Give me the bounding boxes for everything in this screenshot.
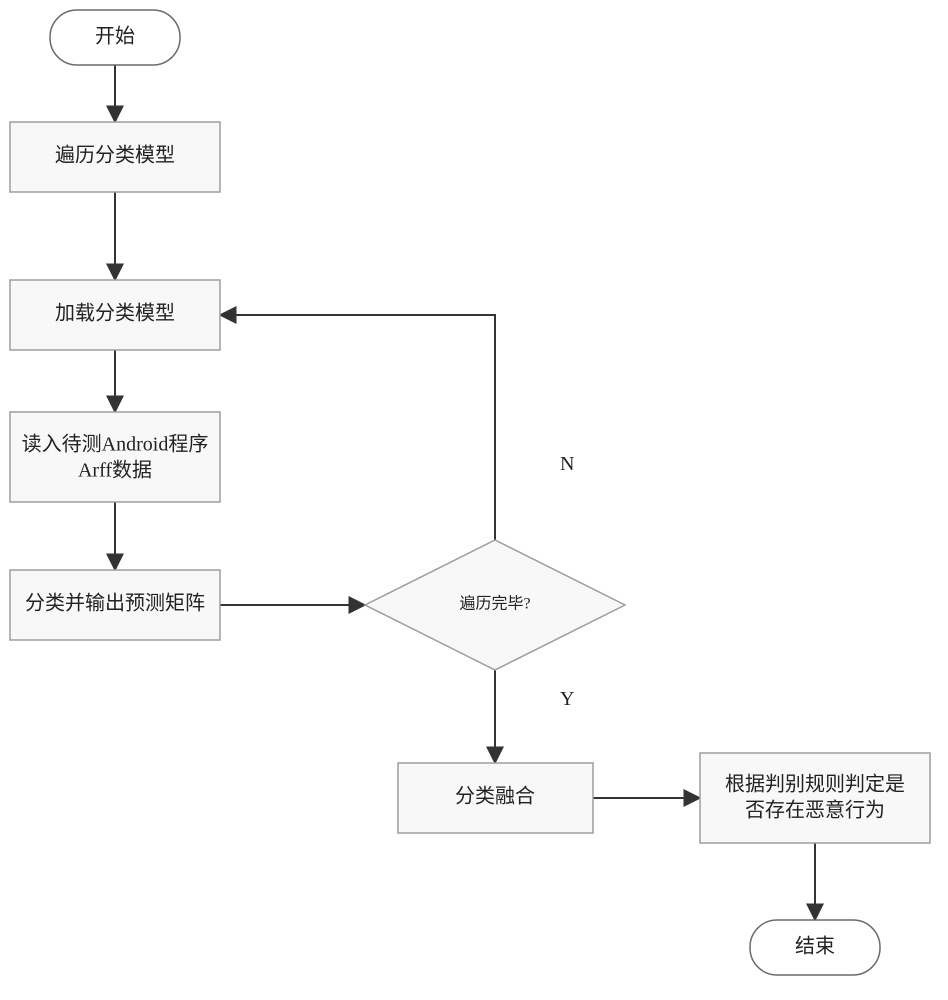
- end-label: 结束: [795, 935, 835, 958]
- node-fusion-label: 分类融合: [455, 785, 535, 808]
- edge-label-Y: Y: [560, 688, 574, 710]
- node-judge-label-2: 否存在恶意行为: [745, 799, 885, 822]
- node-traverse-models: 遍历分类模型: [10, 122, 220, 192]
- start-terminator: 开始: [50, 10, 180, 65]
- edge-d1-n2: [220, 315, 495, 540]
- end-terminator: 结束: [750, 920, 880, 975]
- node-classify-output: 分类并输出预测矩阵: [10, 570, 220, 640]
- node-judge: 根据判别规则判定是 否存在恶意行为: [700, 753, 930, 843]
- start-label: 开始: [95, 25, 135, 48]
- node-read-arff-label-1: 读入待测Android程序: [22, 433, 209, 456]
- node-read-arff: 读入待测Android程序 Arff数据: [10, 412, 220, 502]
- node-load-model: 加载分类模型: [10, 280, 220, 350]
- node-judge-label-1: 根据判别规则判定是: [725, 773, 905, 796]
- edge-label-N: N: [560, 453, 574, 475]
- node-read-arff-label-2: Arff数据: [78, 459, 152, 482]
- node-traverse-models-label: 遍历分类模型: [55, 144, 175, 167]
- node-load-model-label: 加载分类模型: [55, 302, 175, 325]
- decision-traverse-done: 遍历完毕?: [365, 540, 625, 670]
- node-fusion: 分类融合: [398, 763, 593, 833]
- decision-traverse-done-label: 遍历完毕?: [459, 595, 530, 613]
- node-classify-output-label: 分类并输出预测矩阵: [25, 592, 205, 615]
